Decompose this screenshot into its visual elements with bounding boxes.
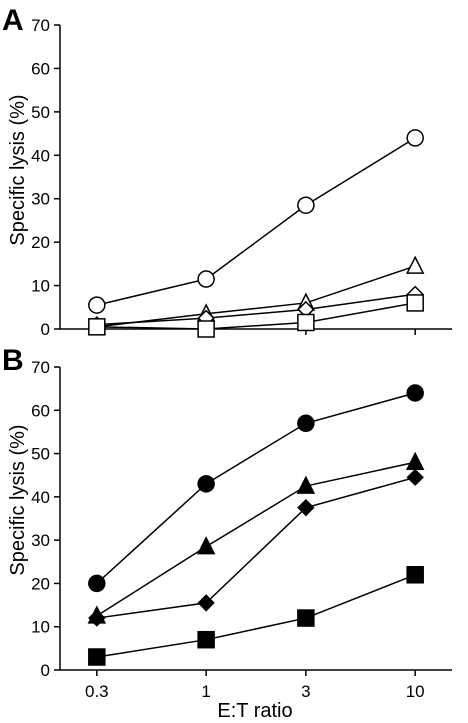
panel-b-x-axis-title: E:T ratio (217, 700, 292, 722)
panel-b-series-1-point (197, 475, 215, 493)
panel-a-y-tick-label: 70 (31, 16, 50, 35)
panel-a-series-4-point (406, 294, 424, 312)
panel-b-letter: B (2, 344, 24, 377)
panel-b-y-tick-label: 60 (31, 401, 50, 420)
panel-b-series-2-point (405, 451, 425, 471)
panel-b-y-tick-label: 40 (31, 488, 50, 507)
panel-a-y-tick-label: 30 (31, 190, 50, 209)
panel-b-series-1-point (406, 384, 424, 402)
panel-a-series-2-line (96, 265, 416, 328)
panel-b-series-3-point (406, 468, 424, 487)
panel-a-y-tick-label: 10 (31, 277, 50, 296)
panel-b-x-tick-label: 0.3 (85, 682, 109, 701)
panel-a-y-axis-title: Specific lysis (%) (7, 94, 29, 245)
panel-b-series-2-line (96, 461, 416, 617)
panel-b-series (87, 384, 425, 666)
panel-a-series-4-point (197, 320, 215, 338)
panel-b-series-3-point (88, 609, 106, 627)
panel-b-x-tick-label: 10 (406, 682, 425, 701)
panel-a-series-1-point (297, 196, 315, 214)
panel-a-y-tick-label: 40 (31, 146, 50, 165)
panel-b-y-ticks: 0 10 20 30 40 50 60 70 (31, 358, 60, 680)
panel-a-series-4-point (297, 313, 315, 332)
panel-b-series-4-line (96, 574, 416, 658)
panel-a-series-1-point (406, 129, 424, 147)
panel-a-x-ticks (96, 329, 416, 335)
panel-a-series-4-line (96, 302, 416, 330)
panel-a: A Specific lysis (%) 0 10 20 30 40 50 60 70 (2, 4, 452, 339)
panel-b-y-tick-label: 50 (31, 445, 50, 464)
panel-b-series-4-point (406, 566, 424, 584)
panel-a-y-tick-label: 60 (31, 59, 50, 78)
panel-b-series-2-point (196, 536, 216, 555)
panel-b-y-tick-label: 30 (31, 531, 50, 550)
panel-b-y-tick-label: 70 (31, 358, 50, 377)
panel-b-y-axis-title: Specific lysis (%) (7, 424, 29, 575)
panel-b-series-2-point (296, 475, 316, 494)
panel-b-y-tick-label: 0 (41, 661, 50, 680)
panel-b-series-1-point (297, 414, 315, 433)
panel-a-series-4-point (88, 318, 106, 336)
panel-a-series-1-point (88, 296, 106, 314)
panel-b-series-4-point (88, 648, 106, 666)
panel-a-series-3-line (96, 293, 416, 326)
panel-a-y-tick-label: 20 (31, 233, 50, 252)
panel-b-series-1-point (88, 574, 106, 593)
panel-a-series-2-point (405, 255, 425, 274)
panel-b-x-tick-label: 1 (201, 682, 210, 701)
panel-b-axes (59, 367, 452, 671)
panel-a-y-ticks: 0 10 20 30 40 50 60 70 (31, 16, 60, 339)
panel-b-x-tick-label: 3 (301, 682, 310, 701)
panel-a-series-1-point (197, 270, 215, 288)
panel-b-y-tick-label: 20 (31, 574, 50, 593)
panel-b-y-tick-label: 10 (31, 618, 50, 637)
panel-a-series-1-line (96, 137, 416, 306)
panel-a-y-tick-label: 0 (41, 320, 50, 339)
panel-b-series-4-point (197, 630, 215, 649)
panel-a-letter: A (2, 4, 24, 37)
panel-a-y-tick-label: 50 (31, 103, 50, 122)
panel-b-series-3-point (297, 499, 315, 517)
panel-b-series-3-point (197, 594, 215, 612)
panel-b: B Specific lysis (%) 0 10 20 30 40 50 60 70 0.3… (2, 344, 452, 722)
panel-a-axes (59, 25, 452, 330)
panel-b-series-3-line (96, 476, 416, 619)
panel-b-series-1-line (96, 392, 416, 584)
panel-a-series (87, 129, 425, 338)
panel-b-x-ticks: 0.3 1 3 10 (85, 670, 425, 701)
panel-b-series-4-point (297, 609, 315, 627)
